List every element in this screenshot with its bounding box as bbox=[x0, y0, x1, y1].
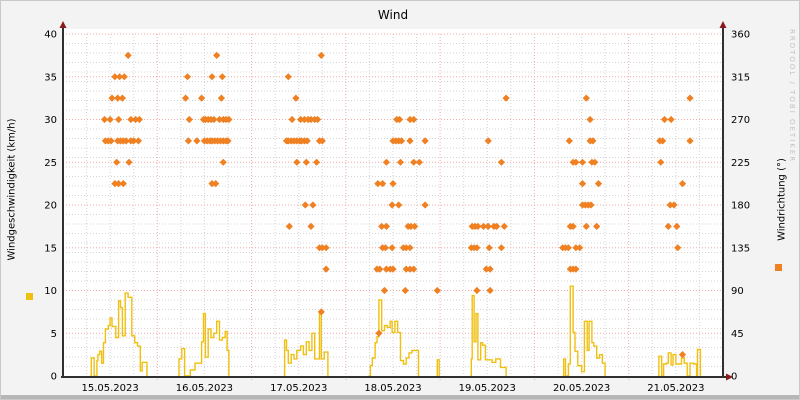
rrdtool-watermark: RRDTOOL / TOBI OETIKER bbox=[788, 29, 796, 164]
x-axis-arrow bbox=[726, 373, 733, 381]
x-axis-date-label: 21.05.2023 bbox=[647, 383, 704, 394]
wind-speed-line bbox=[470, 294, 507, 377]
y-left-tick-label: 0 bbox=[51, 372, 57, 383]
wind-speed-line bbox=[436, 359, 440, 377]
y-right-axis-arrow bbox=[719, 21, 727, 28]
y-left-tick-label: 15 bbox=[44, 243, 57, 254]
x-axis-date-label: 18.05.2023 bbox=[364, 383, 421, 394]
chart-title: Wind bbox=[377, 8, 409, 22]
wind-speed-legend-marker bbox=[26, 293, 33, 300]
y-left-tick-label: 20 bbox=[44, 201, 57, 212]
x-axis-date-label: 15.05.2023 bbox=[82, 383, 139, 394]
y-right-axis-title: Windrichtung (°) bbox=[776, 158, 788, 241]
window-bottom-edge bbox=[1, 395, 799, 399]
y-left-tick-label: 5 bbox=[51, 329, 57, 340]
x-axis-date-label: 16.05.2023 bbox=[176, 383, 233, 394]
y-right-tick-label: 360 bbox=[731, 30, 750, 41]
x-axis-date-label: 19.05.2023 bbox=[459, 383, 516, 394]
wind-speed-line bbox=[178, 312, 230, 377]
y-left-tick-label: 25 bbox=[44, 158, 57, 169]
x-axis-date-label: 20.05.2023 bbox=[553, 383, 610, 394]
y-right-tick-label: 315 bbox=[731, 72, 750, 83]
y-left-tick-label: 30 bbox=[44, 115, 57, 126]
wind-direction-legend-marker bbox=[775, 264, 782, 271]
y-right-tick-label: 180 bbox=[731, 201, 750, 212]
wind-speed-line bbox=[90, 292, 148, 377]
y-right-tick-label: 225 bbox=[731, 158, 750, 169]
wind-direction-points bbox=[100, 51, 694, 359]
wind-speed-line bbox=[368, 299, 420, 377]
axis-lines bbox=[61, 27, 726, 378]
y-left-tick-label: 35 bbox=[44, 72, 57, 83]
y-right-tick-label: 135 bbox=[731, 243, 750, 254]
y-right-tick-label: 45 bbox=[731, 329, 744, 340]
y-right-tick-label: 90 bbox=[731, 286, 744, 297]
y-right-tick-label: 0 bbox=[731, 372, 737, 383]
x-axis-date-label: 17.05.2023 bbox=[270, 383, 327, 394]
y-left-axis-arrow bbox=[59, 21, 67, 28]
y-left-axis-title: Windgeschwindigkeit (km/h) bbox=[6, 118, 18, 261]
y-left-tick-label: 10 bbox=[44, 286, 57, 297]
y-right-tick-label: 270 bbox=[731, 115, 750, 126]
wind-speed-line bbox=[657, 348, 702, 377]
wind-speed-line bbox=[562, 285, 606, 377]
y-left-tick-label: 40 bbox=[44, 30, 57, 41]
